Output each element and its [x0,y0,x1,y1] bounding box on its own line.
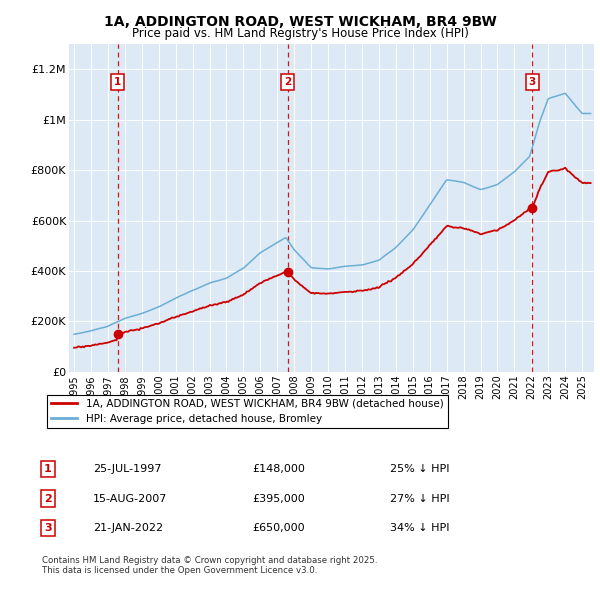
Text: Contains HM Land Registry data © Crown copyright and database right 2025.
This d: Contains HM Land Registry data © Crown c… [42,556,377,575]
Text: 2: 2 [284,77,292,87]
Text: Price paid vs. HM Land Registry's House Price Index (HPI): Price paid vs. HM Land Registry's House … [131,27,469,40]
Text: 21-JAN-2022: 21-JAN-2022 [93,523,163,533]
Text: 1: 1 [114,77,121,87]
Text: £650,000: £650,000 [252,523,305,533]
Legend: 1A, ADDINGTON ROAD, WEST WICKHAM, BR4 9BW (detached house), HPI: Average price, : 1A, ADDINGTON ROAD, WEST WICKHAM, BR4 9B… [47,395,448,428]
Text: 34% ↓ HPI: 34% ↓ HPI [390,523,449,533]
Text: 2: 2 [44,494,52,503]
Text: 3: 3 [529,77,536,87]
Text: 1A, ADDINGTON ROAD, WEST WICKHAM, BR4 9BW: 1A, ADDINGTON ROAD, WEST WICKHAM, BR4 9B… [104,15,496,29]
Text: £395,000: £395,000 [252,494,305,503]
Text: £148,000: £148,000 [252,464,305,474]
Text: 27% ↓ HPI: 27% ↓ HPI [390,494,449,503]
Text: 15-AUG-2007: 15-AUG-2007 [93,494,167,503]
Text: 25-JUL-1997: 25-JUL-1997 [93,464,161,474]
Text: 25% ↓ HPI: 25% ↓ HPI [390,464,449,474]
Text: 1: 1 [44,464,52,474]
Text: 3: 3 [44,523,52,533]
